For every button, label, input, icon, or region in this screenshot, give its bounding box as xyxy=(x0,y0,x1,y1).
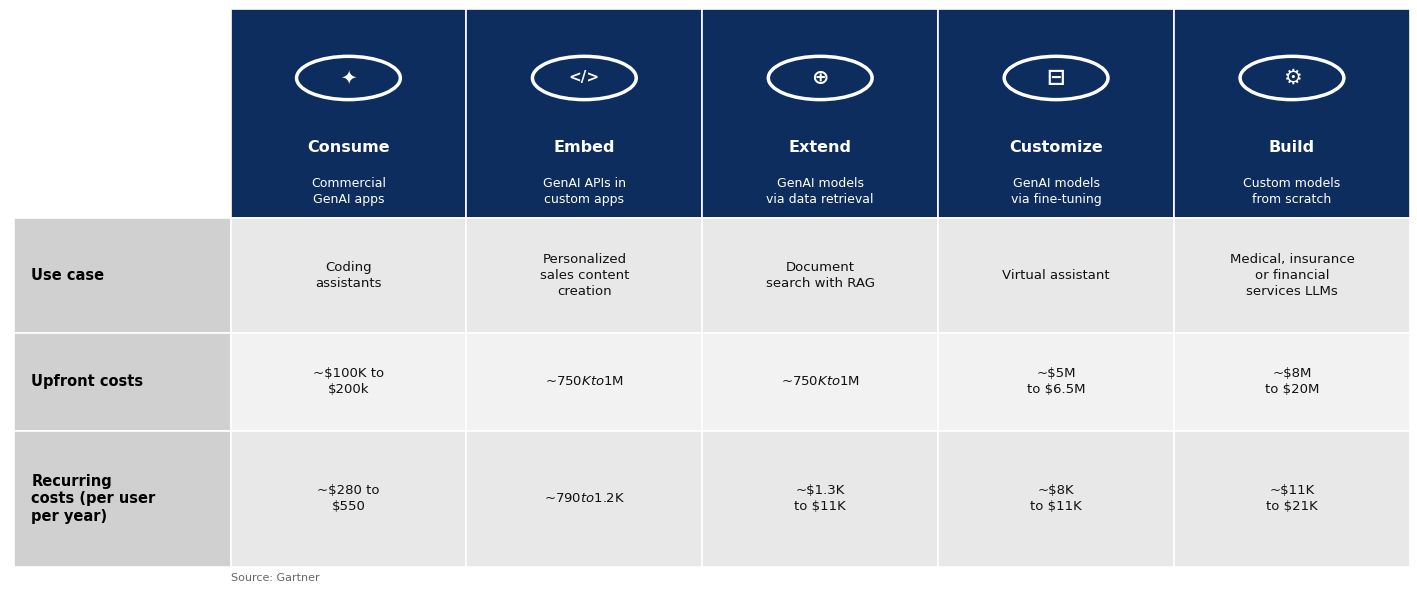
Text: ⊟: ⊟ xyxy=(1047,68,1066,88)
Text: Coding
assistants: Coding assistants xyxy=(315,261,381,290)
Text: Use case: Use case xyxy=(31,268,105,283)
Text: Customize: Customize xyxy=(1009,139,1102,155)
Text: Commercial
GenAI apps: Commercial GenAI apps xyxy=(310,177,385,206)
Text: Recurring
costs (per user
per year): Recurring costs (per user per year) xyxy=(31,474,156,524)
Bar xyxy=(14,430,231,567)
Bar xyxy=(466,218,703,333)
Bar xyxy=(938,9,1175,218)
Bar xyxy=(938,430,1175,567)
Text: Medical, insurance
or financial
services LLMs: Medical, insurance or financial services… xyxy=(1230,253,1355,298)
Text: ~$8M
to $20M: ~$8M to $20M xyxy=(1265,367,1319,396)
Text: ⊕: ⊕ xyxy=(812,68,829,88)
Text: Source: Gartner: Source: Gartner xyxy=(231,573,319,583)
Bar xyxy=(466,430,703,567)
Bar xyxy=(938,333,1175,430)
Bar xyxy=(14,218,231,333)
Bar xyxy=(938,218,1175,333)
Bar xyxy=(231,333,466,430)
Bar xyxy=(14,9,231,218)
Bar xyxy=(231,218,466,333)
Text: ~$280 to
$550: ~$280 to $550 xyxy=(317,485,380,514)
Bar xyxy=(466,9,703,218)
Bar xyxy=(1175,430,1410,567)
Text: ~$5M
to $6.5M: ~$5M to $6.5M xyxy=(1027,367,1085,396)
Bar xyxy=(703,333,938,430)
Text: ~$11K
to $21K: ~$11K to $21K xyxy=(1267,485,1318,514)
Text: ~$790 to $1.2K: ~$790 to $1.2K xyxy=(544,492,625,505)
Text: ⚙: ⚙ xyxy=(1282,68,1301,88)
Text: GenAI models
via fine-tuning: GenAI models via fine-tuning xyxy=(1010,177,1101,206)
Text: ~$750K to $1M: ~$750K to $1M xyxy=(546,375,623,388)
Bar xyxy=(1175,9,1410,218)
Bar xyxy=(231,9,466,218)
Bar xyxy=(703,9,938,218)
Text: Custom models
from scratch: Custom models from scratch xyxy=(1243,177,1340,206)
Text: ~$750K to $1M: ~$750K to $1M xyxy=(781,375,860,388)
Text: Virtual assistant: Virtual assistant xyxy=(1002,269,1110,282)
Bar xyxy=(1175,333,1410,430)
Bar xyxy=(703,218,938,333)
Bar xyxy=(703,430,938,567)
Text: Extend: Extend xyxy=(789,139,852,155)
Text: ~$100K to
$200k: ~$100K to $200k xyxy=(313,367,384,396)
Text: ~$8K
to $11K: ~$8K to $11K xyxy=(1030,485,1083,514)
Text: Embed: Embed xyxy=(554,139,615,155)
Text: ~$1.3K
to $11K: ~$1.3K to $11K xyxy=(795,485,846,514)
Bar xyxy=(231,430,466,567)
Text: Consume: Consume xyxy=(307,139,390,155)
Text: Document
search with RAG: Document search with RAG xyxy=(765,261,874,290)
Text: Build: Build xyxy=(1268,139,1315,155)
Text: Personalized
sales content
creation: Personalized sales content creation xyxy=(540,253,629,298)
Text: ✦: ✦ xyxy=(340,69,357,87)
Text: Upfront costs: Upfront costs xyxy=(31,374,143,389)
Bar xyxy=(14,333,231,430)
Bar xyxy=(466,333,703,430)
Text: GenAI models
via data retrieval: GenAI models via data retrieval xyxy=(767,177,874,206)
Text: GenAI APIs in
custom apps: GenAI APIs in custom apps xyxy=(543,177,626,206)
Bar xyxy=(1175,218,1410,333)
Text: </>: </> xyxy=(568,70,599,86)
